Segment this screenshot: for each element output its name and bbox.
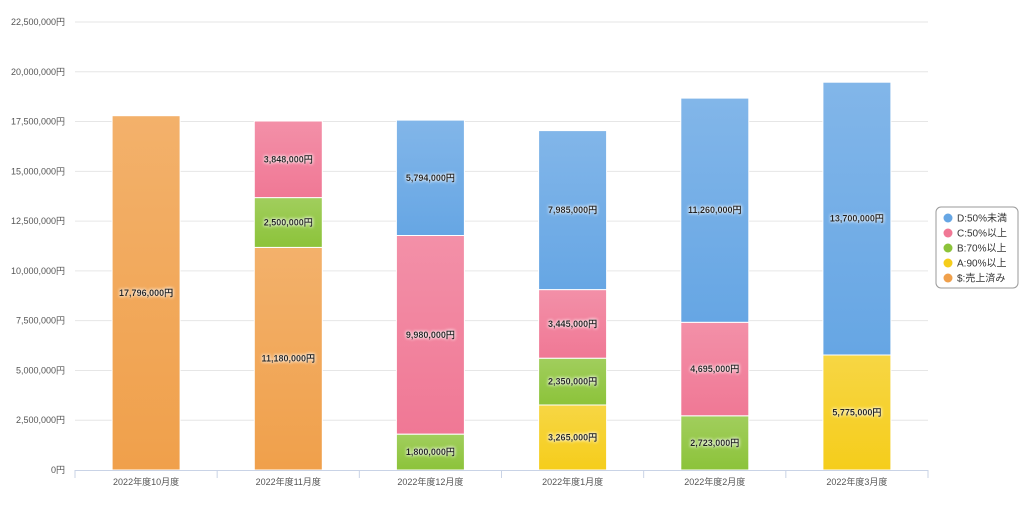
legend-marker[interactable] — [943, 213, 953, 223]
data-label: 11,260,000円 — [688, 205, 742, 215]
y-tick-label: 17,500,000円 — [11, 117, 65, 127]
data-label: 2,723,000円 — [690, 438, 739, 448]
data-label: 11,180,000円 — [261, 354, 315, 364]
bar-segment[interactable] — [538, 357, 608, 406]
y-tick-label: 5,000,000円 — [16, 365, 65, 375]
x-tick-label: 2022年度10月度 — [113, 476, 179, 487]
x-axis: 2022年度10月度 2022年度11月度 2022年度12月度 2022年度1月度 2… — [74, 470, 929, 487]
data-label: 2,350,000円 — [548, 377, 597, 387]
data-labels: 17,796,000円 11,180,000円 2,500,000円 3,848,00… — [119, 154, 884, 457]
legend-item-label[interactable]: D:50%未満 — [957, 213, 1007, 225]
bar-segment[interactable] — [111, 115, 181, 471]
grid-lines — [75, 21, 928, 421]
data-label: 9,980,000円 — [406, 330, 455, 340]
x-tick-label: 2022年度2月度 — [684, 476, 745, 487]
data-label: 13,700,000円 — [830, 214, 884, 224]
legend-item-label[interactable]: $:売上済み — [957, 272, 1005, 285]
legend-marker[interactable] — [943, 273, 953, 283]
data-label: 7,985,000円 — [548, 205, 597, 215]
data-label: 5,775,000円 — [832, 408, 881, 418]
x-tick-label: 2022年度11月度 — [256, 476, 321, 487]
bar-segment[interactable] — [822, 81, 892, 356]
y-axis: 0円 2,500,000円 5,000,000円 7,500,000円 10,000,0… — [11, 17, 65, 475]
bar-segment[interactable] — [680, 97, 750, 323]
legend-item-label[interactable]: C:50%以上 — [957, 228, 1007, 240]
bar-segment[interactable] — [395, 119, 465, 236]
legend[interactable]: D:50%未満 C:50%以上 B:70%以上 A:90%以上 $:売上済み — [935, 206, 1019, 289]
data-label: 4,695,000円 — [690, 364, 739, 374]
y-tick-label: 12,500,000円 — [11, 216, 65, 226]
legend-item-label[interactable]: A:90%以上 — [957, 258, 1006, 270]
bar-segment[interactable] — [680, 321, 750, 417]
data-label: 3,265,000円 — [548, 433, 597, 443]
x-tick-label: 2022年度12月度 — [397, 476, 463, 487]
y-tick-label: 2,500,000円 — [16, 415, 65, 425]
data-label: 2,500,000円 — [264, 218, 313, 228]
bar-segment[interactable] — [538, 289, 608, 359]
data-label: 1,800,000円 — [406, 447, 455, 457]
data-label: 5,794,000円 — [406, 173, 455, 183]
x-tick-label: 2022年度3月度 — [826, 476, 887, 487]
legend-box — [935, 206, 1019, 289]
legend-marker[interactable] — [943, 228, 953, 238]
bar-segment[interactable] — [538, 404, 608, 471]
x-tick-label: 2022年度1月度 — [542, 476, 603, 487]
y-tick-label: 10,000,000円 — [11, 266, 65, 276]
bar-segment[interactable] — [395, 234, 465, 435]
y-tick-label: 22,500,000円 — [11, 17, 65, 27]
bar-segment[interactable] — [680, 415, 750, 471]
data-label: 3,848,000円 — [264, 154, 313, 164]
data-label: 17,796,000円 — [119, 288, 173, 298]
data-label: 3,445,000円 — [548, 319, 597, 329]
legend-marker[interactable] — [943, 243, 953, 253]
y-tick-label: 7,500,000円 — [16, 316, 65, 326]
bar-segment[interactable] — [538, 130, 608, 291]
y-tick-label: 15,000,000円 — [11, 166, 65, 176]
y-tick-label: 0円 — [51, 465, 65, 475]
bars — [111, 81, 892, 471]
bar-segment[interactable] — [822, 354, 892, 471]
y-tick-label: 20,000,000円 — [11, 67, 65, 77]
legend-marker[interactable] — [943, 258, 953, 268]
legend-item-label[interactable]: B:70%以上 — [957, 243, 1006, 255]
bar-segment[interactable] — [253, 120, 323, 199]
